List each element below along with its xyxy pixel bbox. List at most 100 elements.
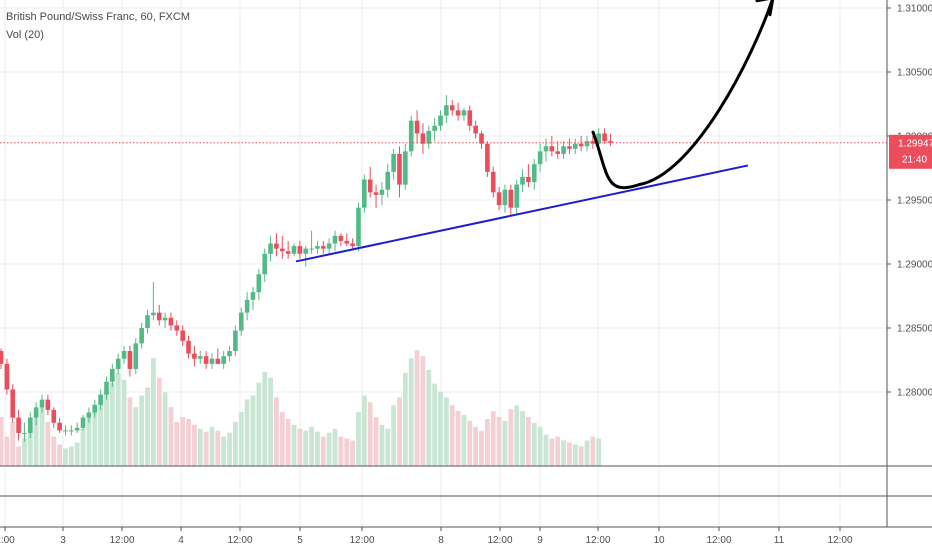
- candle-body: [344, 240, 350, 244]
- candle-body: [520, 176, 525, 185]
- time-tick-label: 12:00: [227, 535, 252, 546]
- volume-bar: [326, 432, 332, 466]
- candle-body: [4, 363, 10, 390]
- candle-body: [444, 105, 449, 116]
- candle-body: [110, 368, 115, 382]
- candle-body: [502, 189, 508, 206]
- candle-body: [145, 315, 150, 328]
- candle-body: [0, 351, 4, 364]
- candle-body: [151, 312, 156, 316]
- time-tick-label: 12:00: [109, 535, 134, 546]
- candle-body: [221, 356, 226, 364]
- volume-bar: [303, 430, 309, 466]
- time-tick-label: 5: [297, 535, 303, 546]
- volume-bar: [203, 431, 209, 466]
- candle-body: [602, 133, 607, 142]
- symbol-title: British Pound/Swiss Franc, 60, FXCM: [6, 11, 191, 23]
- volume-bar: [22, 438, 27, 466]
- candle-body: [326, 243, 332, 249]
- volume-bar: [391, 405, 397, 466]
- volume-bar: [561, 440, 566, 466]
- volume-bar: [508, 409, 514, 466]
- volume-bar: [496, 417, 502, 466]
- volume-bar: [197, 428, 203, 466]
- volume-bar: [168, 407, 174, 466]
- volume-bar: [86, 417, 92, 466]
- candle-body: [127, 351, 133, 369]
- candle-body: [438, 115, 443, 126]
- volume-bar: [33, 412, 39, 466]
- volume-bar: [590, 436, 596, 466]
- volume-bar: [0, 417, 4, 466]
- volume-bar: [438, 391, 443, 466]
- volume-bar: [68, 446, 74, 466]
- candle-body: [490, 171, 496, 193]
- time-tick-label: 12:00: [827, 535, 852, 546]
- volume-bar: [244, 399, 250, 466]
- candle-body: [303, 248, 309, 254]
- price-tick-label: 1.30500: [897, 68, 932, 79]
- volume-bar: [320, 436, 326, 466]
- volume-bar: [584, 440, 590, 466]
- last-price-badge: [889, 134, 932, 169]
- candle-body: [432, 125, 437, 131]
- candle-body: [233, 330, 238, 352]
- volume-bar: [443, 397, 449, 466]
- volume-bar: [449, 405, 455, 466]
- candle-body: [332, 235, 338, 244]
- volume-bar: [139, 395, 145, 466]
- time-tick-label: 4: [178, 535, 184, 546]
- candle-body: [51, 409, 57, 423]
- volume-bar: [361, 395, 367, 466]
- candle-body: [92, 404, 98, 413]
- volume-bar: [520, 411, 525, 466]
- candle-body: [39, 399, 45, 408]
- volume-bar: [209, 426, 215, 466]
- candle-body: [28, 417, 33, 433]
- volume-bar: [420, 356, 426, 466]
- volume-bar: [16, 446, 21, 466]
- volume-bar: [291, 424, 297, 466]
- candle-body: [115, 358, 121, 369]
- volume-bar: [57, 444, 62, 466]
- candle-body: [543, 146, 549, 152]
- volume-bar: [274, 397, 279, 466]
- volume-bar: [344, 438, 350, 466]
- time-tick-label: 3: [60, 535, 66, 546]
- volume-bar: [27, 426, 33, 466]
- candle-body: [455, 110, 461, 116]
- candle-body: [227, 351, 232, 357]
- time-tick-label: 8: [438, 535, 444, 546]
- volume-bar: [402, 372, 408, 466]
- volume-bar: [191, 424, 197, 466]
- volume-bar: [426, 369, 432, 466]
- candle-body: [274, 243, 279, 249]
- volume-bar: [285, 418, 291, 466]
- candle-body: [74, 427, 80, 431]
- volume-bar: [379, 424, 385, 466]
- volume-bar: [455, 411, 461, 466]
- volume-bar: [484, 418, 490, 466]
- candle-body: [57, 422, 62, 431]
- volume-bar: [555, 436, 561, 466]
- volume-bar: [221, 436, 227, 466]
- volume-bar: [414, 350, 420, 466]
- candle-body: [567, 146, 572, 149]
- candle-body: [104, 381, 109, 395]
- candle-body: [16, 417, 21, 433]
- candle-body: [256, 274, 262, 293]
- candle-body: [373, 192, 379, 195]
- candle-body: [356, 207, 361, 247]
- volume-bar: [238, 412, 244, 466]
- volume-bar: [174, 421, 180, 466]
- candle-body: [596, 133, 602, 144]
- volume-bar: [109, 382, 115, 466]
- volume-bar: [350, 440, 355, 466]
- candle-body: [250, 292, 256, 300]
- candle-body: [133, 343, 139, 369]
- volume-bar: [80, 428, 86, 466]
- candle-body: [209, 358, 215, 364]
- projection-arrowhead: [755, 0, 775, 17]
- time-tick-label: 10: [653, 535, 665, 546]
